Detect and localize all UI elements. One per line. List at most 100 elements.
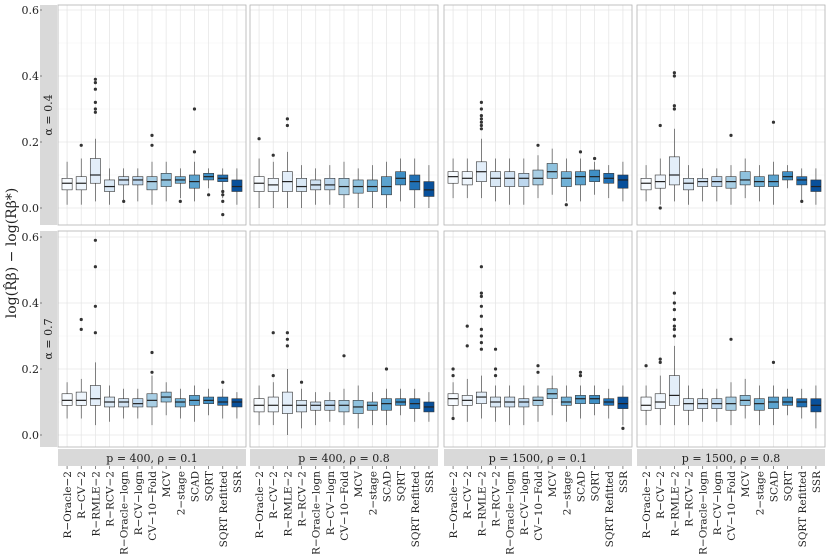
- box-iqr: [796, 398, 808, 408]
- box-13: [810, 385, 822, 429]
- outlier-point: [271, 331, 275, 335]
- x-tick-label: R−RMLE−2: [669, 471, 681, 536]
- box-11: [782, 165, 794, 189]
- box-5: [118, 388, 130, 419]
- box-iqr: [89, 158, 101, 184]
- box-7: [532, 364, 544, 422]
- y-tick-label: 0.2: [22, 136, 40, 149]
- box-iqr: [683, 398, 694, 411]
- outlier-point: [479, 327, 483, 331]
- box-iqr: [796, 176, 808, 186]
- y-tick-label: 0.0: [22, 202, 40, 215]
- box-9: [560, 385, 572, 422]
- outlier-point: [221, 213, 225, 217]
- box-9: [174, 388, 186, 419]
- outlier-point: [271, 374, 275, 378]
- box-2: [461, 324, 473, 422]
- box-iqr: [753, 398, 765, 411]
- outlier-point: [93, 107, 97, 111]
- box-5: [118, 168, 130, 203]
- box-iqr: [423, 181, 435, 197]
- box-4: [104, 168, 115, 205]
- row-strip: [40, 5, 57, 225]
- box-6: [518, 158, 530, 205]
- box-10: [575, 150, 586, 202]
- panel: [57, 230, 247, 448]
- box-1: [253, 385, 265, 426]
- outlier-point: [479, 123, 483, 128]
- outlier-point: [257, 137, 261, 141]
- outlier-point: [285, 344, 289, 348]
- box-iqr: [475, 391, 487, 404]
- box-iqr: [768, 396, 779, 409]
- box-iqr: [366, 179, 378, 192]
- outlier-point: [221, 193, 225, 197]
- x-tick-label: SQRT Refitted: [604, 471, 616, 548]
- box-8: [546, 375, 558, 416]
- x-tick-label: CV−10−Fold: [147, 471, 159, 541]
- box-13: [231, 168, 243, 205]
- x-tick-label: R−CV−logn: [133, 471, 145, 536]
- box-12: [796, 168, 808, 203]
- outlier-point: [451, 374, 455, 378]
- box-11: [203, 168, 215, 197]
- panel-border: [57, 230, 247, 448]
- box-8: [160, 161, 172, 202]
- box-iqr: [518, 173, 530, 187]
- box-5: [697, 388, 709, 422]
- plot-area: α = 0.4 0.0 0.2 0.4 0.6 α = 0.7 0.0 0.2 0.4 0.6 p …: [22, 4, 826, 554]
- x-tick-label: R−CV−logn: [519, 471, 531, 536]
- box-11: [589, 156, 601, 195]
- x-tick-label: MCV: [353, 471, 365, 498]
- box-3: [475, 100, 487, 199]
- x-tick-label: R−RCV−2: [684, 471, 696, 527]
- y-tick-label: 0.6: [22, 4, 40, 17]
- outlier-point: [564, 203, 568, 207]
- box-iqr: [697, 178, 709, 187]
- x-tick-label: SCAD: [768, 471, 780, 502]
- box-2: [267, 331, 279, 426]
- box-4: [296, 165, 307, 208]
- outlier-point: [672, 334, 676, 338]
- box-5: [310, 392, 322, 426]
- box-iqr: [253, 176, 265, 192]
- column-strip: [637, 449, 825, 466]
- x-tick-label: SSR: [618, 470, 630, 493]
- y-tick-label: 0.0: [22, 429, 40, 442]
- box-iqr: [281, 391, 293, 414]
- box-iqr: [668, 156, 680, 186]
- box-7: [338, 161, 350, 208]
- box-iqr: [89, 385, 101, 406]
- box-12: [217, 380, 229, 419]
- box-iqr: [532, 169, 544, 186]
- box-iqr: [725, 176, 737, 189]
- box-4: [296, 380, 307, 429]
- outlier-point: [578, 370, 583, 374]
- outlier-point: [536, 143, 540, 147]
- box-8: [160, 382, 172, 416]
- box-8: [739, 378, 751, 419]
- box-3: [668, 291, 680, 426]
- x-tick-label: R−Oracle−logn: [119, 471, 131, 554]
- x-tick-label: R−Oracle−logn: [698, 471, 710, 554]
- box-1: [253, 137, 265, 208]
- x-tick-label: SQRT: [204, 471, 216, 502]
- box-iqr: [61, 178, 73, 191]
- box-iqr: [146, 176, 158, 191]
- box-6: [518, 385, 530, 426]
- box-iqr: [589, 169, 601, 182]
- outlier-point: [79, 143, 83, 147]
- outlier-point: [207, 193, 211, 197]
- box-iqr: [560, 396, 572, 406]
- outlier-point: [493, 374, 498, 378]
- box-8: [546, 148, 558, 195]
- x-tick-label: R−RCV−2: [297, 471, 309, 527]
- panel: [636, 230, 826, 448]
- box-2: [267, 153, 279, 208]
- box-13: [231, 392, 243, 419]
- outlier-point: [192, 107, 197, 111]
- panel: [636, 4, 826, 226]
- outlier-point: [672, 308, 676, 312]
- outlier-point: [658, 357, 662, 361]
- row-strip: [40, 231, 57, 447]
